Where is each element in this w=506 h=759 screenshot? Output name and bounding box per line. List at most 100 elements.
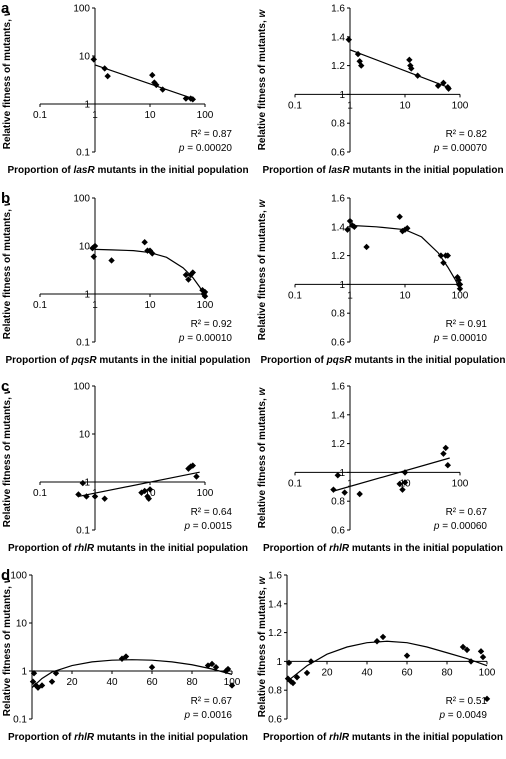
x-tick-label: 20 bbox=[321, 667, 333, 678]
data-point bbox=[407, 62, 414, 69]
x-tick-label: 80 bbox=[186, 677, 198, 688]
data-point bbox=[358, 62, 365, 69]
data-point bbox=[101, 495, 108, 502]
x-axis-label-part: Proportion of bbox=[7, 165, 73, 176]
data-point bbox=[307, 658, 315, 665]
y-tick-label: 0.6 bbox=[331, 526, 345, 537]
x-tick-label: 0.1 bbox=[33, 300, 47, 311]
p-value: p = 0.00060 bbox=[433, 521, 488, 532]
p-value-part: p bbox=[433, 333, 440, 344]
r-squared: R² = 0.82 bbox=[446, 129, 488, 140]
p-value: p = 0.00020 bbox=[178, 143, 233, 154]
data-point bbox=[79, 479, 86, 487]
p-value-part: = 0.00010 bbox=[439, 333, 487, 344]
p-value-part: = 0.00070 bbox=[439, 143, 487, 154]
r-squared: R² = 0.92 bbox=[191, 319, 233, 330]
y-axis-label-part: v bbox=[2, 387, 13, 394]
data-point bbox=[440, 450, 447, 457]
p-value-part: = 0.0015 bbox=[190, 521, 232, 532]
data-point bbox=[182, 95, 190, 102]
data-point bbox=[193, 473, 200, 480]
r-squared: R² = 0.67 bbox=[191, 696, 233, 707]
y-tick-label: 1.6 bbox=[331, 194, 345, 205]
y-axis-label: Relative fitness of mutants, v bbox=[2, 387, 13, 527]
x-tick-label: 1 bbox=[92, 300, 98, 311]
y-tick-label: 1.2 bbox=[268, 628, 282, 639]
x-axis-label: Proportion of rhlR mutants in the initia… bbox=[8, 543, 248, 554]
x-tick-label: 0.1 bbox=[288, 478, 302, 489]
data-point bbox=[373, 638, 381, 645]
data-point bbox=[101, 65, 108, 72]
y-axis-label: Relative fitness of mutants, v bbox=[2, 576, 13, 716]
x-tick-label: 40 bbox=[106, 677, 118, 688]
p-value: p = 0.00070 bbox=[433, 143, 488, 154]
data-point bbox=[414, 72, 421, 79]
x-axis-label-part: mutants in the initial population bbox=[350, 165, 504, 176]
data-point bbox=[345, 36, 352, 43]
data-point bbox=[189, 462, 196, 469]
x-axis-label: Proportion of rhlR mutants in the initia… bbox=[263, 732, 503, 743]
data-point bbox=[146, 486, 154, 493]
data-point bbox=[153, 81, 160, 89]
p-value-part: p bbox=[178, 143, 185, 154]
fit-line bbox=[333, 457, 450, 492]
x-tick-label: 100 bbox=[452, 100, 469, 111]
x-axis-label: Proportion of lasR mutants in the initia… bbox=[7, 165, 248, 176]
p-value-part: p bbox=[433, 521, 440, 532]
data-point bbox=[201, 288, 209, 296]
data-point bbox=[396, 480, 403, 488]
data-point bbox=[483, 695, 491, 703]
p-value-part: p bbox=[433, 143, 440, 154]
x-axis-label-part: mutants in the initial population bbox=[97, 355, 251, 366]
data-point bbox=[201, 292, 209, 300]
r-squared: R² = 0.67 bbox=[446, 507, 488, 518]
y-axis-label-part: w bbox=[257, 386, 268, 395]
y-axis-label-part: w bbox=[257, 8, 268, 17]
y-axis-label-part: Relative fitness of mutants, bbox=[2, 206, 13, 339]
x-tick-label: 100 bbox=[452, 478, 469, 489]
x-axis-label-part: Proportion of bbox=[6, 355, 72, 366]
data-point bbox=[159, 86, 166, 93]
data-point bbox=[401, 469, 409, 476]
x-axis-label: Proportion of rhlR mutants in the initia… bbox=[8, 732, 248, 743]
y-tick-label: 0.1 bbox=[76, 526, 90, 537]
data-point bbox=[189, 269, 196, 276]
x-tick-label: 10 bbox=[144, 488, 156, 499]
fit-line bbox=[94, 64, 193, 100]
data-point bbox=[204, 662, 212, 669]
data-point bbox=[208, 660, 216, 668]
x-axis-label-part: rhlR bbox=[74, 543, 95, 554]
y-tick-label: 10 bbox=[16, 619, 28, 630]
data-point bbox=[90, 253, 97, 260]
y-axis-label: Relative fitness of mutants, w bbox=[257, 8, 268, 150]
y-axis-label-part: w bbox=[257, 198, 268, 207]
fit-line bbox=[78, 471, 200, 498]
p-value-part: = 0.00020 bbox=[184, 143, 232, 154]
data-point bbox=[224, 665, 232, 673]
x-axis-label-part: Proportion of bbox=[263, 732, 329, 743]
x-tick-label: 100 bbox=[452, 290, 469, 301]
data-point bbox=[90, 56, 97, 63]
y-tick-label: 1.2 bbox=[331, 439, 345, 450]
x-axis-label-part: mutants in the initial population bbox=[352, 355, 506, 366]
y-axis-label-part: Relative fitness of mutants, bbox=[2, 394, 13, 527]
x-tick-label: 10 bbox=[399, 290, 411, 301]
y-axis-label-part: w bbox=[257, 575, 268, 584]
x-tick-label: 1 bbox=[92, 110, 98, 121]
x-axis-label-part: lasR bbox=[74, 165, 96, 176]
x-tick-label: 100 bbox=[197, 488, 214, 499]
data-point bbox=[91, 493, 99, 500]
y-axis-label-part: v bbox=[2, 576, 13, 583]
y-tick-label: 0.1 bbox=[76, 148, 90, 159]
y-tick-label: 0.1 bbox=[76, 338, 90, 349]
y-axis-label-part: Relative fitness of mutants, bbox=[257, 207, 268, 340]
x-axis-label-part: mutants in the initial population bbox=[349, 732, 503, 743]
data-point bbox=[83, 493, 90, 500]
data-point bbox=[122, 653, 130, 660]
x-axis-label: Proportion of rhlR mutants in the initia… bbox=[263, 543, 503, 554]
y-tick-label: 0.6 bbox=[331, 148, 345, 159]
y-axis-label-part: Relative fitness of mutants, bbox=[2, 16, 13, 149]
x-axis-label-part: mutants in the initial population bbox=[94, 732, 248, 743]
panel-label: c bbox=[1, 378, 9, 395]
p-value-part: p bbox=[183, 521, 190, 532]
